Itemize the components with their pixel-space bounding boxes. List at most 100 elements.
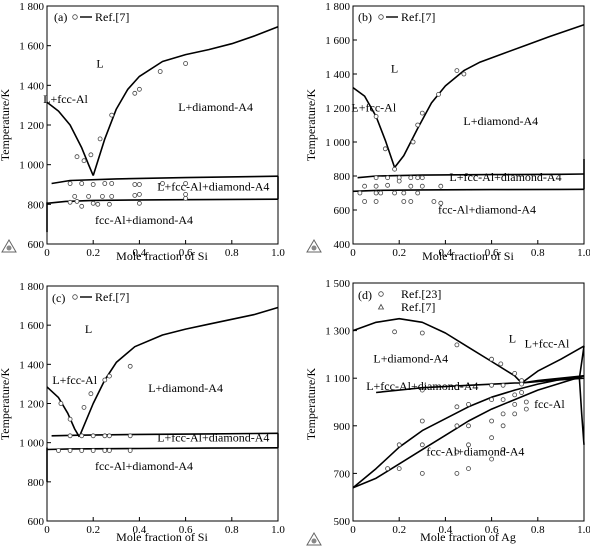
data-point (419, 175, 425, 181)
region-label: L+fcc-Al (351, 100, 396, 114)
data-point (410, 139, 416, 145)
data-point (132, 90, 138, 96)
phase-boundary-line (51, 175, 279, 185)
x-tick-label: 0 (44, 524, 50, 536)
region-label: fcc-Al+diamond-A4 (95, 459, 193, 473)
data-point (385, 182, 391, 188)
data-point (102, 181, 108, 186)
x-axis-title: Mole fraction of Si (116, 530, 208, 544)
region-label: L+diamond-A4 (148, 381, 223, 395)
data-point (500, 411, 506, 417)
phase-boundary-line (78, 306, 279, 438)
data-point (519, 390, 524, 395)
data-point (127, 448, 133, 453)
phase-boundary-line (46, 198, 279, 205)
y-tick-label: 900 (334, 421, 351, 433)
data-point-layer (357, 68, 467, 206)
data-point (127, 363, 133, 369)
y-tick-label: 1 800 (325, 1, 350, 13)
data-point (523, 399, 529, 405)
data-point (461, 71, 467, 77)
data-point (392, 329, 398, 335)
data-point (466, 442, 471, 448)
data-point (392, 166, 398, 172)
data-point (396, 442, 402, 448)
data-point (454, 385, 460, 391)
region-label: L+fcc-Al+diamond-A4 (157, 431, 269, 445)
data-point (56, 448, 61, 453)
region-label: L (96, 57, 103, 71)
data-point (408, 183, 414, 189)
phase-boundary-line (46, 386, 80, 438)
data-point (415, 175, 421, 181)
x-tick-label: 1.0 (271, 247, 285, 259)
y-tick-label: 1 200 (19, 399, 44, 411)
tick-layer: 0 0.2 0.4 0.6 0.8 1.0 600 800 1 000 1 200 1 400 1 6… (19, 281, 285, 536)
y-tick-label: 1 100 (325, 373, 350, 385)
legend: Ref.[7] (72, 290, 129, 304)
data-point (519, 381, 524, 387)
data-point (419, 418, 425, 424)
x-tick-label: 1.0 (577, 247, 590, 259)
data-point (58, 401, 64, 406)
data-point (81, 158, 87, 164)
data-point (419, 387, 425, 393)
data-point (90, 433, 96, 439)
x-tick-label: 0.4 (133, 524, 147, 536)
data-point (454, 404, 460, 410)
data-point (500, 397, 506, 403)
y-tick-label: 1 600 (19, 41, 44, 53)
data-point (132, 182, 138, 187)
region-label: fcc-Al+diamond-A4 (426, 445, 524, 459)
data-point (107, 373, 112, 379)
data-point (373, 175, 379, 181)
y-axis-title: Temperature/K (304, 88, 318, 161)
x-axis-title: Mole fraction of Si (116, 249, 208, 263)
data-point (74, 198, 80, 204)
data-point (419, 330, 425, 336)
legend: Ref.[7] (72, 10, 129, 24)
panel-label: (c) (52, 291, 65, 305)
data-point (100, 193, 105, 199)
data-point (102, 433, 108, 439)
region-label: L+diamond-A4 (178, 100, 253, 114)
data-point (67, 416, 73, 422)
legend-marker (378, 291, 384, 297)
data-point (396, 466, 402, 472)
data-point (419, 470, 425, 476)
region-label: L (509, 332, 516, 346)
watermark-logo-icon (306, 532, 322, 546)
phase-boundary-line (46, 446, 279, 451)
phase-boundary-line (578, 345, 585, 445)
data-point (373, 114, 379, 119)
data-point (489, 456, 495, 462)
data-point (90, 182, 96, 187)
data-point (489, 435, 495, 441)
data-point (466, 401, 471, 407)
data-point (500, 423, 506, 429)
y-tick-label: 1 800 (19, 1, 44, 13)
legend-label: Ref.[7] (401, 10, 435, 24)
legend-marker (378, 14, 384, 20)
region-label: L+fcc-Al (525, 336, 570, 350)
data-point (132, 192, 138, 198)
data-point (401, 199, 407, 204)
data-point (419, 110, 425, 116)
data-point (362, 183, 368, 189)
y-tick-label: 800 (28, 477, 45, 489)
data-point (109, 193, 115, 199)
y-tick-label: 1 000 (325, 137, 350, 149)
data-point (373, 190, 379, 196)
watermark-logo-icon (1, 239, 17, 253)
x-axis-title: Mole fraction of Si (422, 249, 514, 263)
phase-boundary-line (357, 173, 585, 179)
data-point (489, 382, 495, 388)
phase-boundary-line (352, 375, 585, 489)
data-point (102, 448, 108, 453)
data-point (67, 448, 73, 453)
data-point (97, 136, 103, 142)
data-point (107, 433, 112, 439)
